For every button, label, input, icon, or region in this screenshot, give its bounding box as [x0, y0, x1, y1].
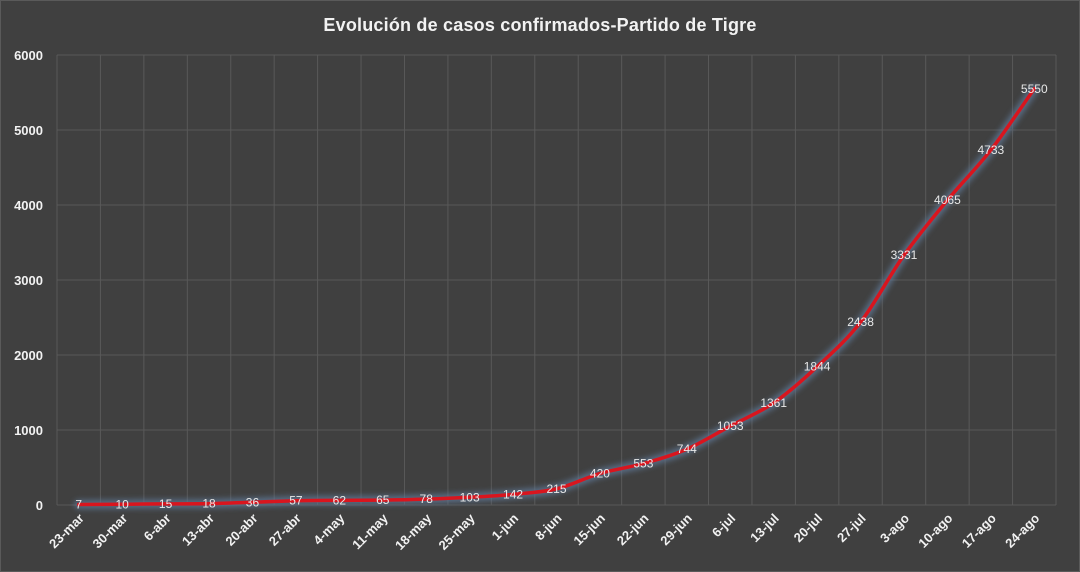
- x-tick-label: 20-abr: [222, 511, 260, 549]
- data-label: 65: [376, 493, 390, 507]
- x-tick-label: 30-mar: [90, 511, 131, 552]
- chart-title: Evolución de casos confirmados-Partido d…: [323, 15, 757, 35]
- x-axis-ticks: 23-mar 30-mar 6-abr 13-abr 20-abr 27-abr 4-may…: [46, 510, 1042, 553]
- x-tick-label: 3-ago: [877, 510, 912, 545]
- data-label: 553: [633, 457, 653, 471]
- data-label: 78: [420, 492, 434, 506]
- x-tick-label: 10-ago: [915, 510, 955, 550]
- data-label: 62: [333, 493, 347, 507]
- x-tick-label: 4-may: [310, 510, 348, 548]
- x-tick-label: 17-ago: [959, 510, 999, 550]
- x-tick-label: 24-ago: [1002, 510, 1042, 550]
- x-tick-label: 13-jul: [747, 511, 782, 546]
- series-line-glow: [74, 84, 1039, 509]
- data-label: 18: [202, 497, 216, 511]
- x-tick-label: 6-jul: [709, 511, 739, 541]
- data-label: 4065: [934, 193, 961, 207]
- series-line: [74, 84, 1039, 509]
- data-label: 142: [503, 487, 523, 501]
- x-tick-label: 1-jun: [489, 510, 522, 543]
- data-label: 1361: [760, 396, 787, 410]
- x-tick-label: 29-jun: [657, 510, 695, 548]
- data-label: 1844: [804, 360, 831, 374]
- data-label: 3331: [891, 248, 918, 262]
- x-tick-label: 20-jul: [791, 511, 826, 546]
- data-label: 10: [115, 497, 129, 511]
- x-tick-label: 27-jul: [834, 511, 869, 546]
- gridlines: [56, 54, 1057, 506]
- x-tick-label: 11-may: [349, 510, 391, 552]
- y-axis-ticks: 0 1000 2000 3000 4000 5000 6000: [14, 48, 43, 513]
- data-label: 5550: [1021, 82, 1048, 96]
- y-tick-label: 6000: [14, 48, 43, 63]
- data-label: 103: [460, 490, 480, 504]
- y-tick-label: 0: [36, 498, 43, 513]
- data-labels: 7 10 15 18 36 57 62 65 78 103 142 215 420 553 744 1053 1…: [75, 82, 1048, 512]
- y-tick-label: 1000: [14, 423, 43, 438]
- y-tick-label: 4000: [14, 198, 43, 213]
- data-label: 420: [590, 467, 610, 481]
- data-label: 744: [677, 442, 697, 456]
- x-tick-label: 6-abr: [141, 511, 174, 544]
- x-tick-label: 13-abr: [179, 511, 217, 549]
- series-line-path: [76, 87, 1037, 507]
- x-tick-label: 22-jun: [614, 510, 652, 548]
- data-label: 1053: [717, 419, 744, 433]
- y-tick-label: 2000: [14, 348, 43, 363]
- x-tick-label: 18-may: [392, 510, 435, 553]
- data-label: 15: [159, 497, 173, 511]
- data-label: 4733: [977, 143, 1004, 157]
- data-label: 7: [75, 497, 82, 511]
- x-tick-label: 8-jun: [532, 510, 565, 543]
- y-tick-label: 5000: [14, 123, 43, 138]
- data-label: 57: [289, 494, 303, 508]
- x-tick-label: 25-may: [435, 510, 478, 553]
- y-tick-label: 3000: [14, 273, 43, 288]
- x-tick-label: 27-abr: [266, 511, 304, 549]
- data-label: 215: [546, 482, 566, 496]
- x-tick-label: 15-jun: [570, 510, 608, 548]
- data-label: 2438: [847, 315, 874, 329]
- data-label: 36: [246, 495, 260, 509]
- x-tick-label: 23-mar: [46, 511, 87, 552]
